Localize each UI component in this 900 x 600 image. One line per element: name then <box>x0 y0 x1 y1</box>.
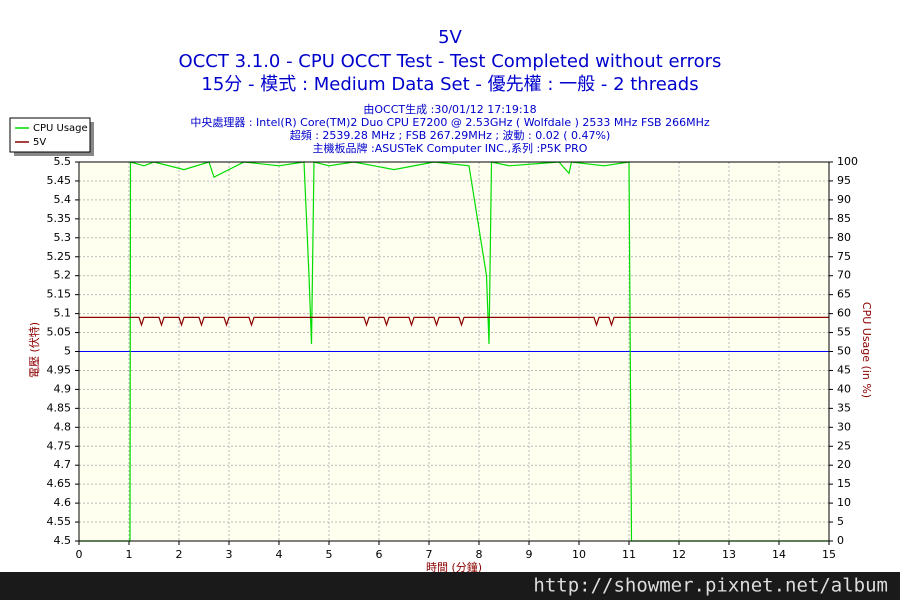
x-tick-label: 12 <box>672 548 686 561</box>
x-tick-label: 6 <box>376 548 383 561</box>
series-line <box>79 316 829 327</box>
y2-tick-label: 20 <box>837 458 851 471</box>
y-tick-label: 5.5 <box>54 155 72 168</box>
y-tick-label: 4.95 <box>47 363 72 376</box>
y2-tick-label: 45 <box>837 363 851 376</box>
y2-tick-label: 25 <box>837 439 851 452</box>
y2-tick-label: 95 <box>837 174 851 187</box>
y2-tick-label: 75 <box>837 250 851 263</box>
y2-tick-label: 100 <box>837 155 858 168</box>
x-tick-label: 14 <box>772 548 786 561</box>
y-tick-label: 4.9 <box>54 382 72 395</box>
y-tick-label: 5.4 <box>54 193 72 206</box>
watermark: http://showmer.pixnet.net/album <box>533 575 888 597</box>
info: 主機板品牌 :ASUSTeK Computer INC.,系列 :P5K PRO <box>313 141 588 155</box>
y-tick-label: 4.75 <box>47 439 72 452</box>
y-tick-label: 4.85 <box>47 401 72 414</box>
chart-title: 5V <box>438 27 462 48</box>
y-tick-label: 5.35 <box>47 212 72 225</box>
y2-tick-label: 60 <box>837 307 851 320</box>
plot-border <box>78 161 830 542</box>
y-axis-label: 電壓 (伏特) <box>27 322 41 378</box>
y2-tick-label: 40 <box>837 382 851 395</box>
y2-tick-label: 35 <box>837 401 851 414</box>
y-tick-label: 5 <box>64 345 71 358</box>
info: 中央處理器 : Intel(R) Core(TM)2 Duo CPU E7200… <box>190 115 709 129</box>
y2-tick-label: 65 <box>837 288 851 301</box>
x-tick-label: 1 <box>126 548 133 561</box>
legend-label: 5V <box>33 137 46 148</box>
y-tick-label: 5.25 <box>47 250 72 263</box>
y2-tick-label: 85 <box>837 212 851 225</box>
y-tick-label: 4.6 <box>54 496 72 509</box>
y-tick-label: 5.05 <box>47 326 72 339</box>
x-tick-label: 11 <box>622 548 636 561</box>
y-tick-label: 4.5 <box>54 534 72 547</box>
y2-axis-label: CPU Usage (in %) <box>860 302 873 398</box>
x-tick-label: 2 <box>176 548 183 561</box>
x-tick-label: 4 <box>276 548 283 561</box>
x-tick-label: 5 <box>326 548 333 561</box>
y-tick-label: 5.2 <box>54 269 72 282</box>
x-tick-label: 10 <box>572 548 586 561</box>
y2-tick-label: 15 <box>837 477 851 490</box>
y-tick-label: 4.55 <box>47 515 72 528</box>
x-axis-label: 時間 (分鐘) <box>426 560 482 574</box>
y2-tick-label: 0 <box>837 534 844 547</box>
y-tick-label: 5.3 <box>54 231 72 244</box>
legend <box>9 117 91 153</box>
y-tick-label: 4.7 <box>54 458 72 471</box>
y2-tick-label: 10 <box>837 496 851 509</box>
info: 由OCCT生成 :30/01/12 17:19:18 <box>363 102 536 116</box>
y2-tick-label: 90 <box>837 193 851 206</box>
y2-tick-label: 50 <box>837 345 851 358</box>
x-tick-label: 0 <box>76 548 83 561</box>
y2-tick-label: 55 <box>837 326 851 339</box>
y-tick-label: 5.15 <box>47 288 72 301</box>
y2-tick-label: 70 <box>837 269 851 282</box>
x-tick-label: 13 <box>722 548 736 561</box>
y-tick-label: 4.8 <box>54 420 72 433</box>
watermark-bar <box>0 572 900 600</box>
y-tick-label: 4.65 <box>47 477 72 490</box>
x-tick-label: 9 <box>526 548 533 561</box>
y2-tick-label: 30 <box>837 420 851 433</box>
y2-tick-label: 5 <box>837 515 844 528</box>
info: 超頻 : 2539.28 MHz ; FSB 267.29MHz ; 波動 : … <box>290 128 611 142</box>
x-tick-label: 7 <box>426 548 433 561</box>
subtitle: OCCT 3.1.0 - CPU OCCT Test - Test Comple… <box>179 51 722 72</box>
y-tick-label: 5.1 <box>54 307 72 320</box>
subtitle: 15分 - 模式 : Medium Data Set - 優先權 : 一般 - … <box>201 74 698 95</box>
x-tick-label: 8 <box>476 548 483 561</box>
y-tick-label: 5.45 <box>47 174 72 187</box>
y2-tick-label: 80 <box>837 231 851 244</box>
legend-label: CPU Usage <box>33 123 88 134</box>
x-tick-label: 3 <box>226 548 233 561</box>
series-line <box>79 161 829 542</box>
x-tick-label: 15 <box>822 548 836 561</box>
